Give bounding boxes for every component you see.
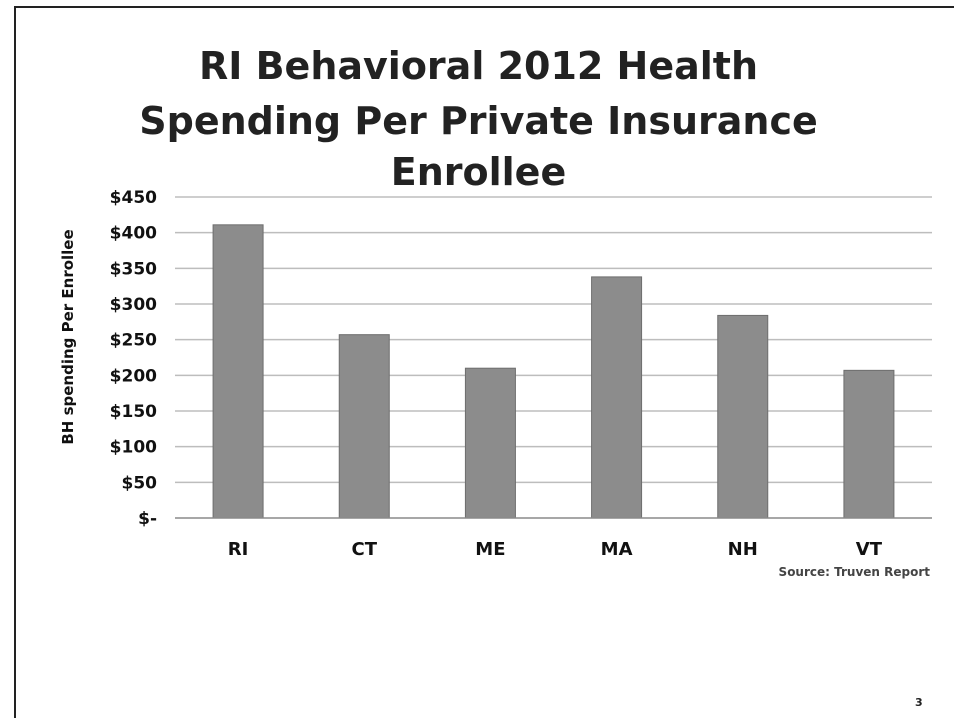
gridlines — [175, 196, 932, 484]
x-axis-ticks: RI CT ME MA NH VT — [228, 539, 883, 560]
chart-title-line-2: Spending Per Private Insurance — [139, 99, 818, 143]
y-tick-label: $250 — [110, 331, 157, 351]
y-tick-label: $450 — [110, 188, 157, 208]
y-tick-label: $400 — [110, 224, 157, 244]
source-note: Source: Truven Report — [778, 565, 930, 579]
chart-title-line-1: RI Behavioral 2012 Health — [198, 44, 759, 88]
y-tick-label: $200 — [110, 366, 157, 386]
y-tick-label: $50 — [122, 473, 158, 493]
slide-frame — [14, 6, 954, 718]
x-tick-label: NH — [728, 539, 758, 560]
page-number: 3 — [915, 696, 923, 709]
y-tick-label: $300 — [110, 295, 157, 315]
bar-me — [464, 367, 516, 519]
bar-ri — [212, 224, 264, 519]
y-tick-label: $- — [138, 509, 157, 529]
y-tick-label: $100 — [110, 438, 157, 458]
y-axis-label: BH spending Per Enrollee — [59, 229, 77, 444]
y-tick-label: $350 — [110, 259, 157, 279]
x-tick-label: VT — [856, 539, 883, 560]
x-tick-label: MA — [601, 539, 633, 560]
bar-vt — [843, 369, 895, 519]
x-tick-label: CT — [352, 539, 378, 560]
x-tick-label: ME — [475, 539, 505, 560]
y-axis-ticks: $- $50 $100 $150 $200 $250 $300 $350 $400 $450 — [110, 188, 157, 529]
x-tick-label: RI — [228, 539, 249, 560]
chart-title-line-3: Enrollee — [390, 150, 567, 194]
bar-ct — [338, 334, 390, 519]
y-tick-label: $150 — [110, 402, 157, 422]
bar-ma — [591, 276, 643, 519]
bar-nh — [717, 314, 769, 519]
